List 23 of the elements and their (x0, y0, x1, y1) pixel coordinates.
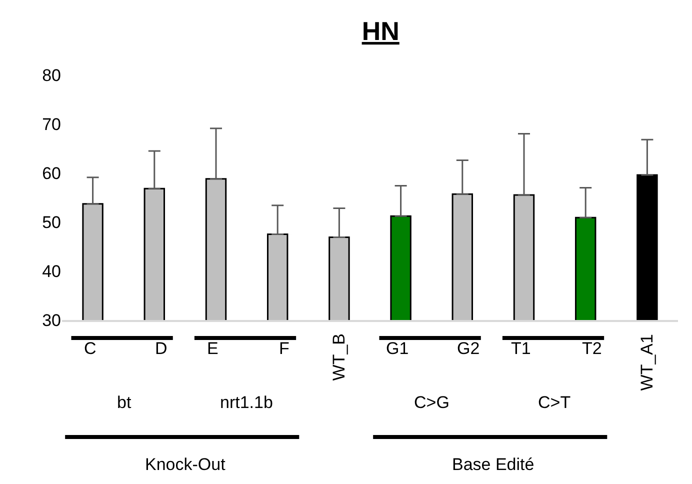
x-tick-label: T1 (511, 339, 531, 358)
x-tick-label: E (207, 339, 218, 358)
x-tick-label: WT_B (330, 333, 349, 381)
x-tick-label: T2 (582, 339, 602, 358)
text: C>T (538, 393, 571, 412)
x-tick-label: C (84, 339, 96, 358)
y-tick-label: 70 (42, 114, 61, 134)
y-tick-label: 30 (42, 310, 61, 330)
x-tick-label: G2 (457, 339, 480, 358)
x-tick-label: WT_A1 (638, 334, 657, 391)
y-tick-label: 40 (42, 262, 61, 281)
y-tick-label: 60 (42, 164, 61, 183)
text: Knock-Out (145, 455, 226, 474)
text: bt (117, 393, 132, 412)
x-tick-label: F (279, 339, 290, 358)
chart-title: HN (362, 16, 400, 46)
y-tick-label: 80 (42, 66, 61, 85)
text: nrt1.1b (220, 393, 273, 412)
x-tick-label: D (155, 339, 168, 358)
y-tick-label: 50 (42, 212, 61, 232)
text: C>G (414, 393, 450, 412)
x-tick-label: G1 (386, 339, 409, 358)
text: Base Edité (452, 455, 534, 474)
